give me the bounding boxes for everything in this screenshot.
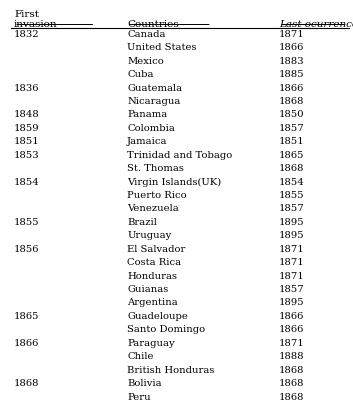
Text: 1868: 1868	[279, 164, 304, 173]
Text: Mexico: Mexico	[127, 57, 164, 66]
Text: 1851: 1851	[14, 137, 40, 146]
Text: 1854: 1854	[14, 177, 40, 186]
Text: 1871: 1871	[279, 258, 305, 267]
Text: 1871: 1871	[279, 272, 305, 281]
Text: 1853: 1853	[14, 151, 40, 160]
Text: 1850: 1850	[279, 111, 305, 120]
Text: Canada: Canada	[127, 30, 166, 39]
Text: Jamaica: Jamaica	[127, 137, 168, 146]
Text: Uruguay: Uruguay	[127, 231, 171, 240]
Text: Guatemala: Guatemala	[127, 84, 182, 93]
Text: Brazil: Brazil	[127, 218, 157, 227]
Text: 1866: 1866	[279, 84, 304, 93]
Text: 1865: 1865	[279, 151, 304, 160]
Text: Last ocurrence: Last ocurrence	[279, 20, 353, 29]
Text: Venezuela: Venezuela	[127, 204, 179, 213]
Text: 1871: 1871	[279, 245, 305, 254]
Text: 1832: 1832	[14, 30, 40, 39]
Text: Santo Domingo: Santo Domingo	[127, 325, 205, 334]
Text: 1836: 1836	[14, 84, 40, 93]
Text: El Salvador: El Salvador	[127, 245, 185, 254]
Text: Bolivia: Bolivia	[127, 379, 162, 388]
Text: 1895: 1895	[279, 218, 305, 227]
Text: First: First	[14, 10, 39, 19]
Text: Chile: Chile	[127, 352, 154, 361]
Text: 1859: 1859	[14, 124, 40, 133]
Text: 1848: 1848	[14, 111, 40, 120]
Text: Costa Rica: Costa Rica	[127, 258, 181, 267]
Text: United States: United States	[127, 43, 197, 52]
Text: 1868: 1868	[279, 97, 304, 106]
Text: Colombia: Colombia	[127, 124, 175, 133]
Text: 1871: 1871	[279, 30, 305, 39]
Text: Cuba: Cuba	[127, 70, 154, 79]
Text: invasion: invasion	[14, 20, 58, 29]
Text: Panama: Panama	[127, 111, 167, 120]
Text: Trinidad and Tobago: Trinidad and Tobago	[127, 151, 232, 160]
Text: 1857: 1857	[279, 124, 305, 133]
Text: Virgin Islands(UK): Virgin Islands(UK)	[127, 177, 221, 187]
Text: Argentina: Argentina	[127, 299, 178, 308]
Text: 1895: 1895	[279, 231, 305, 240]
Text: Peru: Peru	[127, 392, 151, 401]
Text: 1888: 1888	[279, 352, 305, 361]
Text: 1883: 1883	[279, 57, 305, 66]
Text: 1865: 1865	[14, 312, 40, 321]
Text: 1868: 1868	[279, 366, 304, 375]
Text: Countries: Countries	[127, 20, 179, 29]
Text: 1895: 1895	[279, 299, 305, 308]
Text: British Honduras: British Honduras	[127, 366, 215, 375]
Text: 1871: 1871	[279, 339, 305, 348]
Text: Nicaragua: Nicaragua	[127, 97, 180, 106]
Text: 1857: 1857	[279, 204, 305, 213]
Text: 1868: 1868	[279, 379, 304, 388]
Text: Honduras: Honduras	[127, 272, 177, 281]
Text: 1855: 1855	[279, 191, 305, 200]
Text: Puerto Rico: Puerto Rico	[127, 191, 187, 200]
Text: 1857: 1857	[279, 285, 305, 294]
Text: 1854: 1854	[279, 177, 305, 186]
Text: 1866: 1866	[279, 325, 304, 334]
Text: Paraguay: Paraguay	[127, 339, 175, 348]
Text: St. Thomas: St. Thomas	[127, 164, 184, 173]
Text: 1866: 1866	[279, 43, 304, 52]
Text: 1885: 1885	[279, 70, 305, 79]
Text: 1856: 1856	[14, 245, 40, 254]
Text: Guadeloupe: Guadeloupe	[127, 312, 188, 321]
Text: 1866: 1866	[14, 339, 40, 348]
Text: 1866: 1866	[279, 312, 304, 321]
Text: 1868: 1868	[279, 392, 304, 401]
Text: 1855: 1855	[14, 218, 40, 227]
Text: 1868: 1868	[14, 379, 40, 388]
Text: Guianas: Guianas	[127, 285, 168, 294]
Text: 1851: 1851	[279, 137, 305, 146]
